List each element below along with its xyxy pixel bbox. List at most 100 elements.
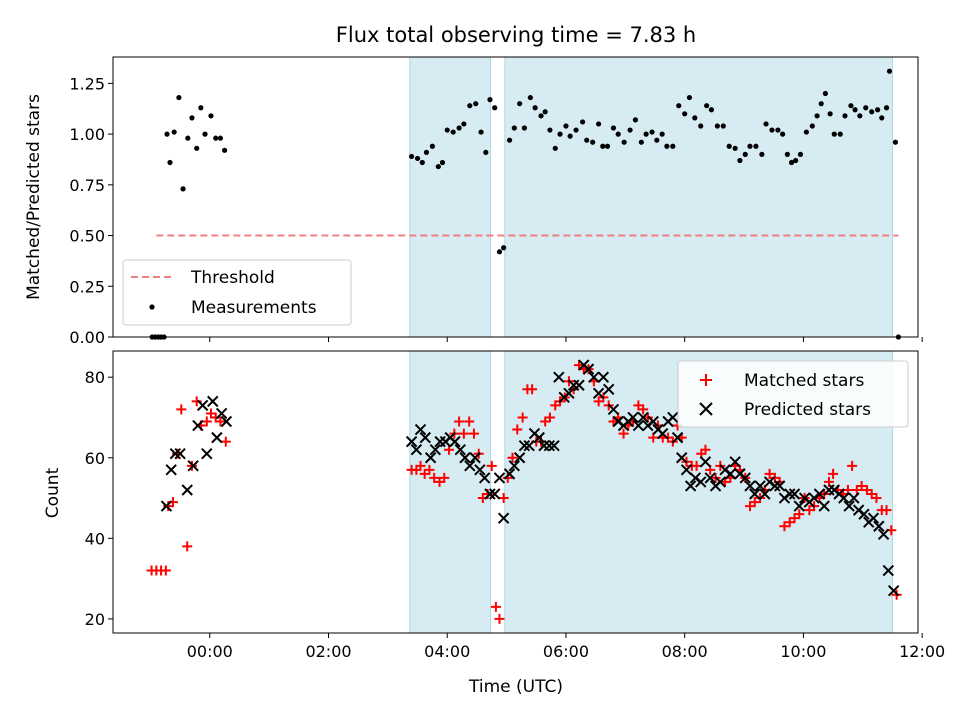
legend: Matched stars Predicted stars — [677, 360, 909, 428]
predicted-star-point — [419, 431, 431, 444]
predicted-star-point — [563, 387, 575, 400]
y-tick-label: 0.25 — [69, 277, 105, 296]
measurement-point — [632, 117, 639, 123]
matched-star-point — [779, 521, 790, 532]
predicted-star-point — [553, 371, 565, 383]
measurement-point — [863, 105, 869, 111]
predicted-star-point — [414, 423, 427, 436]
predicted-star-point — [873, 520, 885, 532]
predicted-star-point — [181, 484, 193, 496]
measurement-point — [478, 129, 484, 135]
legend-measurements-label: Measurements — [191, 298, 317, 318]
legend-predicted-swatch — [699, 402, 713, 416]
y-tick-label: 60 — [85, 449, 105, 468]
legend-matched-swatch — [700, 374, 712, 386]
matched-star-point — [182, 541, 193, 552]
measurement-point — [879, 115, 885, 121]
matched-star-point — [794, 509, 805, 520]
predicted-star-point — [410, 443, 423, 456]
measurement-point — [222, 147, 228, 153]
measurement-point — [208, 113, 214, 119]
measurement-point — [837, 131, 843, 137]
legend-box — [122, 259, 352, 326]
matched-star-point — [828, 468, 839, 479]
x-tick-label: 10:00 — [780, 642, 826, 661]
measurement-point — [213, 135, 219, 141]
measurement-point — [189, 115, 195, 121]
measurement-point — [737, 157, 743, 164]
measurement-point — [409, 153, 415, 160]
measurement-point — [180, 186, 186, 192]
predicted-star-point — [729, 456, 741, 468]
measurement-point — [467, 103, 473, 109]
predicted-star-point — [724, 468, 737, 480]
measurement-point — [450, 129, 456, 135]
y-tick-label: 1.00 — [69, 125, 105, 144]
bottom-y-axis-label: Count — [43, 467, 63, 518]
measurement-point — [171, 129, 177, 135]
matched-star-point — [454, 416, 465, 427]
predicted-star-point — [704, 472, 716, 484]
matched-star-point — [544, 412, 555, 423]
observing-window-span — [409, 350, 492, 634]
x-tick-label: 04:00 — [424, 642, 470, 661]
measurement-point — [439, 159, 446, 166]
predicted-star-point — [744, 480, 756, 492]
matched-star-point — [220, 436, 231, 447]
matched-star-point — [160, 565, 171, 576]
predicted-star-point — [489, 488, 501, 500]
predicted-star-point — [773, 480, 786, 492]
measurement-point — [600, 143, 606, 149]
predicted-star-point — [838, 492, 850, 504]
measurement-point — [869, 109, 875, 115]
measurement-point — [414, 155, 421, 162]
matched-star-point — [517, 412, 528, 423]
series-predicted-stars — [160, 359, 900, 597]
measurement-point — [198, 105, 204, 111]
matched-star-point — [429, 472, 440, 483]
measurement-point — [473, 101, 479, 107]
predicted-star-point — [684, 480, 697, 492]
x-axis-label: Time (UTC) — [468, 677, 563, 697]
measurement-point — [692, 115, 698, 121]
matched-star-point — [201, 416, 212, 427]
predicted-star-point — [597, 371, 610, 383]
measurement-point — [194, 145, 200, 151]
measurement-point — [217, 135, 224, 141]
matched-star-point — [215, 416, 226, 427]
matched-star-point — [638, 404, 649, 415]
predicted-star-point — [174, 448, 186, 460]
measurement-point — [501, 245, 507, 251]
predicted-star-point — [449, 435, 461, 448]
matched-star-point — [720, 476, 731, 487]
measurement-point — [704, 103, 710, 109]
legend-measurements-swatch — [149, 304, 155, 310]
predicted-star-point — [454, 443, 466, 456]
measurement-point — [892, 139, 899, 145]
predicted-star-point — [503, 468, 516, 480]
predicted-star-point — [602, 383, 615, 395]
matched-star-point — [527, 384, 538, 395]
matched-star-point — [700, 444, 711, 455]
measurement-point — [848, 103, 854, 109]
measurement-point — [714, 123, 720, 129]
predicted-star-point — [192, 419, 204, 432]
measurement-point — [775, 127, 781, 133]
measurement-point — [784, 151, 790, 157]
x-tick-label: 00:00 — [187, 642, 233, 661]
measurement-point — [875, 107, 881, 113]
measurement-point — [596, 121, 602, 127]
matched-star-point — [468, 428, 479, 439]
predicted-star-point — [637, 411, 649, 424]
measurement-point — [726, 143, 732, 149]
predicted-star-point — [523, 439, 535, 452]
matched-star-point — [176, 404, 187, 415]
series-matched-stars — [146, 360, 902, 624]
measurement-point — [487, 97, 493, 103]
observing-window-span — [409, 56, 492, 338]
predicted-star-point — [513, 452, 526, 464]
measurement-point — [747, 143, 753, 149]
predicted-star-point — [474, 464, 486, 476]
predicted-star-point — [220, 415, 233, 428]
matched-star-point — [618, 428, 629, 439]
